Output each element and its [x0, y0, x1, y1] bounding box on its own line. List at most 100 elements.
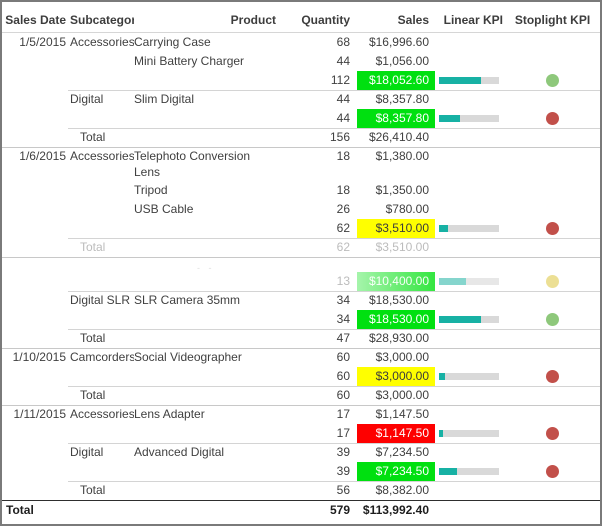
header-linear-kpi: Linear KPI [443, 13, 503, 27]
table-row[interactable]: Total 579 $113,992.40 [2, 500, 600, 521]
cell-product [134, 272, 282, 291]
cell-sales-date [2, 90, 68, 109]
table-row[interactable]: 112 $18,052.60 [2, 71, 600, 90]
cell-quantity: 39 [336, 445, 350, 459]
linear-kpi-fill [439, 225, 448, 232]
table-row[interactable]: Total 56 $8,382.00 [2, 481, 600, 500]
sales-value: $7,234.50 [375, 464, 429, 478]
table-row[interactable]: Digital Slim Digital 44 $8,357.80 [2, 90, 600, 109]
table-row[interactable]: 1/5/2015 Accessories Carrying Case 68 $16,99… [2, 33, 600, 52]
cell-quantity: 60 [336, 369, 350, 383]
sales-value: $18,530.00 [368, 293, 429, 307]
cell-sales: $3,510.00 [352, 219, 435, 238]
cell-sales-date [2, 181, 68, 200]
table-row[interactable]: Digital Advanced Digital 39 $7,234.50 [2, 443, 600, 462]
cell-sales-date [2, 462, 68, 481]
sales-value: $8,382.00 [375, 483, 429, 497]
table-row[interactable]: 1/6/2015 Accessories Telephoto Conversion … [2, 147, 600, 181]
cell-quantity: 34 [336, 293, 350, 307]
table-row[interactable]: 60 $3,000.00 [2, 367, 600, 386]
cell-product: Telephoto Conversion Lens [134, 149, 251, 179]
cell-stoplight-kpi [505, 90, 600, 109]
linear-kpi-bar [439, 225, 499, 232]
cell-linear-kpi [435, 310, 505, 329]
cell-stoplight-kpi [505, 52, 600, 71]
sales-value: $18,530.00 [368, 312, 429, 326]
table-row[interactable]: Digital SLR SLR Camera 35mm 34 $18,530.00 [2, 291, 600, 310]
table-row[interactable]: 1/10/2015 Camcorders Social Videographer 60… [2, 348, 600, 367]
cell-sales-date: 1/10/2015 [12, 350, 66, 364]
cell-sales: $8,357.80 [352, 109, 435, 128]
sales-value: $18,052.60 [368, 73, 429, 87]
cell-stoplight-kpi [505, 367, 600, 386]
table-row[interactable]: 44 $8,357.80 [2, 109, 600, 128]
linear-kpi-fill [439, 77, 481, 84]
cell-linear-kpi [435, 462, 505, 481]
table-row[interactable]: 17 $1,147.50 [2, 424, 600, 443]
cell-sales: $3,000.00 [352, 348, 435, 367]
cell-subcategory [68, 310, 134, 329]
cell-stoplight-kpi [505, 128, 600, 147]
cell-subcategory [68, 462, 134, 481]
cell-subcategory [68, 367, 134, 386]
cell-subcategory: Total [80, 483, 106, 497]
table-row[interactable]: Total 62 $3,510.00 [2, 238, 600, 257]
cell-subcategory: Total [80, 130, 106, 144]
cell-stoplight-kpi [505, 329, 600, 348]
cell-sales: $1,350.00 [352, 181, 435, 200]
table-row[interactable]: 1/11/2015 Accessories Lens Adapter 17 $1,147… [2, 405, 600, 424]
cell-product [134, 424, 282, 443]
cell-subcategory [68, 500, 134, 521]
cell-quantity: 17 [336, 426, 350, 440]
header-product: Product [230, 13, 276, 27]
cell-stoplight-kpi [505, 386, 600, 405]
cell-linear-kpi [435, 481, 505, 500]
sales-value: $3,510.00 [375, 221, 429, 235]
table-row[interactable]: Total 60 $3,000.00 [2, 386, 600, 405]
header-quantity: Quantity [301, 13, 350, 27]
table-row[interactable]: Tripod 18 $1,350.00 [2, 181, 600, 200]
cell-stoplight-kpi [505, 443, 600, 462]
cell-linear-kpi [435, 71, 505, 90]
cell-quantity: 68 [336, 35, 350, 49]
table-row[interactable]: USB Cable 26 $780.00 [2, 200, 600, 219]
table-row[interactable]: 13 $10,400.00 [2, 272, 600, 291]
cell-sales: $18,530.00 [352, 310, 435, 329]
sales-value: $113,992.40 [362, 503, 429, 517]
stoplight-red-icon [546, 222, 559, 235]
cell-linear-kpi [435, 200, 505, 219]
table-row[interactable]: - - [2, 257, 600, 273]
cell-sales: $10,400.00 [352, 272, 435, 291]
sales-value: $3,000.00 [375, 369, 429, 383]
cell-sales-date [2, 219, 68, 238]
table-row[interactable]: 34 $18,530.00 [2, 310, 600, 329]
cell-quantity: 47 [336, 331, 350, 345]
cell-sales-date: 1/11/2015 [13, 407, 67, 421]
sales-value: $3,510.00 [375, 240, 429, 254]
cell-quantity: 62 [336, 240, 350, 254]
cell-subcategory: Digital SLR [70, 293, 131, 307]
cell-quantity: 13 [336, 274, 350, 288]
cell-product: Lens Adapter [134, 407, 205, 421]
linear-kpi-fill [439, 373, 445, 380]
cell-product: Mini Battery Charger [134, 54, 245, 68]
linear-kpi-bar [439, 430, 499, 437]
table-row[interactable]: Total 156 $26,410.40 [2, 128, 600, 147]
linear-kpi-bar [439, 373, 499, 380]
cell-stoplight-kpi [505, 291, 600, 310]
cell-stoplight-kpi [505, 33, 600, 52]
cell-product [134, 367, 282, 386]
cell-product [134, 500, 282, 521]
cell-sales: $1,147.50 [352, 405, 435, 424]
table-row[interactable]: Total 47 $28,930.00 [2, 329, 600, 348]
cell-product: USB Cable [134, 202, 194, 216]
cell-linear-kpi [435, 291, 505, 310]
table-row[interactable]: Mini Battery Charger 44 $1,056.00 [2, 52, 600, 71]
table-row[interactable]: 62 $3,510.00 [2, 219, 600, 238]
table-row[interactable]: 39 $7,234.50 [2, 462, 600, 481]
cell-subcategory: Digital [70, 92, 104, 106]
cell-product [134, 128, 282, 147]
cell-stoplight-kpi [505, 405, 600, 424]
cell-sales-date [2, 109, 68, 128]
cell-stoplight-kpi [505, 481, 600, 500]
